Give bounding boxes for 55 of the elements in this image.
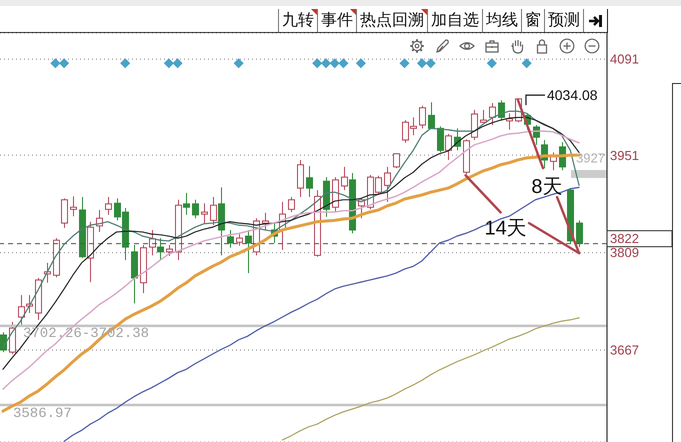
candlestick: [506, 112, 513, 130]
candlestick: [227, 229, 234, 248]
ref-line-label: 3822: [610, 231, 639, 246]
candlestick: [262, 212, 269, 230]
candlestick: [166, 244, 173, 257]
candlestick: [245, 229, 252, 274]
candlestick: [471, 109, 478, 141]
candlestick: [236, 234, 243, 246]
candlestick: [61, 198, 68, 228]
candlestick: [105, 196, 112, 216]
candlestick: [306, 166, 313, 198]
candlestick: [445, 133, 452, 160]
annotation: 4034.08: [546, 87, 598, 104]
ref-line-label: 3586.97: [13, 406, 72, 422]
candlestick: [140, 244, 147, 294]
candlestick: [87, 221, 94, 283]
candlestick: [341, 166, 348, 191]
candlestick: [480, 109, 487, 124]
line-series: [282, 317, 580, 440]
candlestick: [384, 166, 391, 202]
candlestick: [218, 186, 225, 256]
annotation: 3927: [576, 150, 605, 166]
candlestick: [323, 176, 330, 218]
candlestick: [428, 102, 435, 130]
candlestick: [498, 100, 505, 121]
annotation: 8天: [531, 176, 563, 198]
candlestick: [0, 332, 7, 353]
candlestick: [183, 192, 190, 216]
candlestick: [131, 244, 138, 304]
y-tick-label: 3809: [610, 245, 639, 260]
candlestick: [437, 126, 444, 153]
candlestick: [18, 294, 25, 326]
candlestick: [489, 102, 496, 126]
candlestick: [297, 159, 304, 198]
candlestick: [288, 196, 295, 213]
candlestick: [157, 238, 164, 261]
candlestick: [463, 138, 470, 175]
y-tick-label: 3951: [610, 148, 639, 163]
candlestick: [393, 152, 400, 169]
candlestick: [149, 229, 156, 256]
candlestick: [9, 321, 16, 355]
annotation: 14天: [484, 217, 527, 240]
candlestick: [53, 238, 60, 278]
y-tick-label: 3667: [610, 342, 639, 358]
candlestick: [192, 199, 199, 219]
candlestick: [576, 220, 583, 248]
candlestick: [210, 196, 217, 226]
candlestick: [201, 202, 208, 224]
candlestick: [70, 196, 77, 217]
candlestick: [419, 105, 426, 129]
candlestick: [175, 199, 182, 261]
y-tick-label: 4091: [610, 52, 639, 67]
candlestick: [332, 176, 339, 213]
candlestick: [35, 277, 42, 320]
candlestick: [79, 196, 86, 259]
